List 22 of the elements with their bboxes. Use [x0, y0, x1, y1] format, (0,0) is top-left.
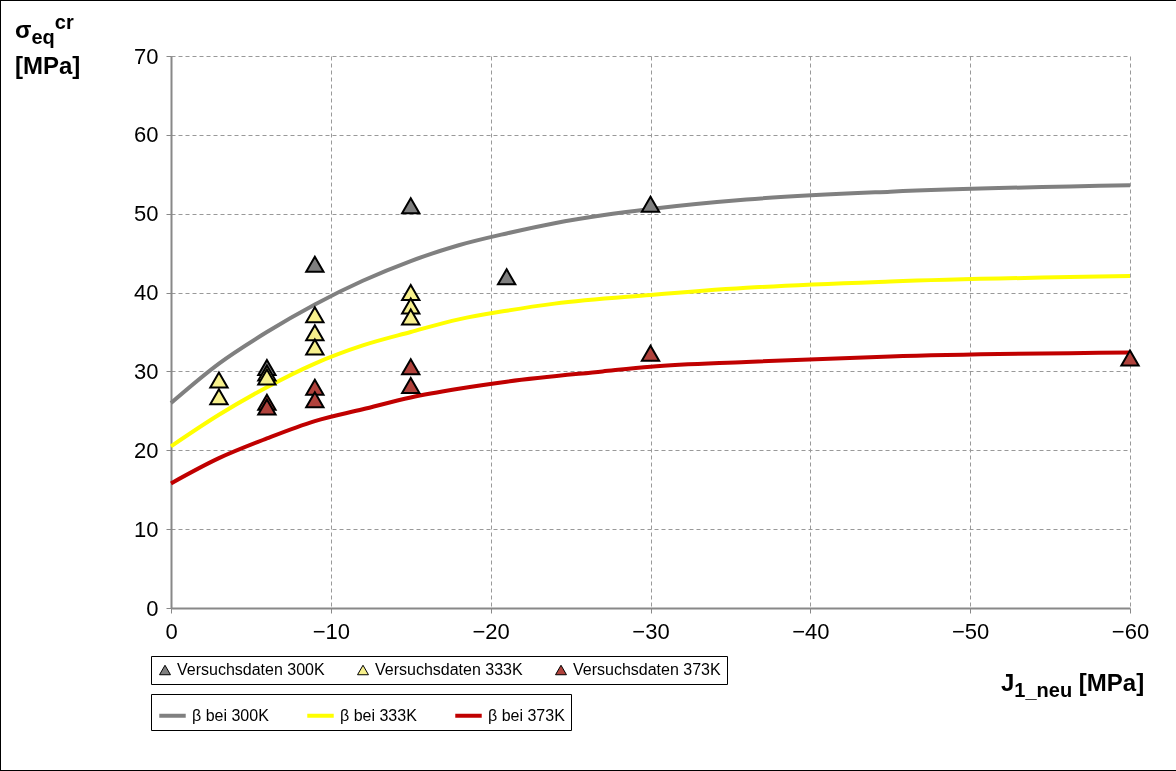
x-tick-label: −50: [952, 618, 990, 644]
x-tick-label: −30: [632, 618, 670, 644]
x-axis-title: J$_{1_neu}$ [MPa]: [1001, 669, 1145, 702]
y-tick-label: 50: [134, 201, 159, 227]
x-tick-label: −60: [1111, 618, 1150, 644]
x-tick-label: −20: [472, 618, 510, 644]
x-tick-label: 0: [165, 618, 178, 644]
legend-label: β bei 373K: [488, 706, 566, 724]
legend-label: β bei 333K: [340, 706, 418, 724]
legend-label: Versuchsdaten 300K: [177, 661, 325, 678]
y-tick-label: 60: [134, 122, 159, 148]
y-tick-label: 40: [134, 280, 159, 306]
legend-label: β bei 300K: [192, 706, 270, 724]
y-tick-label: 10: [134, 516, 159, 542]
y-tick-label: 0: [146, 595, 159, 621]
y-tick-label: 70: [134, 43, 159, 69]
y-tick-label: 30: [134, 358, 159, 384]
y-tick-label: 20: [134, 437, 159, 463]
legend-label: Versuchsdaten 333K: [375, 661, 523, 678]
x-tick-label: −10: [312, 618, 350, 644]
x-tick-label: −40: [792, 618, 830, 644]
legend-label: Versuchsdaten 373K: [573, 661, 721, 678]
